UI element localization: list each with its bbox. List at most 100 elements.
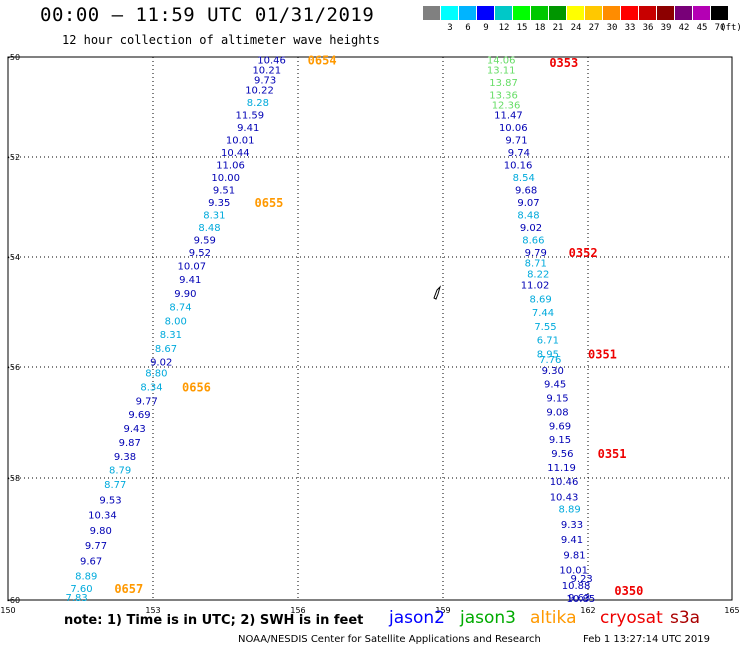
- wave-height-label: 7.44: [532, 308, 554, 319]
- wave-height-label: 8.00: [165, 316, 187, 327]
- page-title: 00:00 – 11:59 UTC 01/31/2019: [40, 4, 375, 26]
- wave-height-label: 9.73: [254, 76, 276, 87]
- page-subtitle: 12 hour collection of altimeter wave hei…: [62, 33, 380, 47]
- legend-swatch: [693, 6, 710, 20]
- legend-swatch: [459, 6, 476, 20]
- plot-frame: [7, 56, 733, 601]
- legend-label: 3: [447, 23, 453, 33]
- legend-swatch: [477, 6, 494, 20]
- legend-label: 6: [465, 23, 471, 33]
- wave-height-label: 10.44: [221, 148, 250, 159]
- wave-height-label: 11.06: [216, 161, 245, 172]
- wave-height-label: 10.22: [245, 86, 274, 97]
- wave-height-label: 9.23: [571, 574, 593, 585]
- x-tick-label: 153: [145, 606, 160, 615]
- legend-label: 42: [678, 23, 690, 33]
- wave-height-label: 11.59: [236, 111, 265, 122]
- wave-height-label: 10.06: [499, 123, 528, 134]
- wave-height-label: 10.07: [178, 261, 207, 272]
- wave-height-label: 9.71: [505, 136, 527, 147]
- legend-label: 36: [642, 23, 654, 33]
- legend-label: 33: [624, 23, 636, 33]
- wave-height-label: 9.63: [568, 593, 590, 604]
- wave-height-label: 8.67: [155, 344, 177, 355]
- wave-height-label: 10.16: [504, 161, 533, 172]
- wave-height-label: 9.74: [508, 148, 530, 159]
- wave-height-label: 11.47: [494, 111, 523, 122]
- legend-swatch: [657, 6, 674, 20]
- footer-note: note: 1) Time is in UTC; 2) SWH is in fe…: [64, 613, 364, 628]
- wave-height-label: 8.74: [169, 303, 191, 314]
- wave-height-label: 9.07: [517, 198, 539, 209]
- wave-height-label: 9.87: [119, 438, 141, 449]
- pass-time-label: 0657: [114, 582, 143, 596]
- wave-height-label: 9.02: [520, 223, 542, 234]
- wave-height-label: 10.00: [211, 173, 240, 184]
- y-tick-label: -54: [7, 253, 20, 262]
- legend-label: 12: [498, 23, 510, 33]
- wave-height-label: 6.71: [537, 336, 559, 347]
- wave-height-label: 10.85: [567, 594, 596, 605]
- wave-height-label: 8.80: [145, 369, 167, 380]
- satellite-label-altika: altika: [530, 608, 577, 628]
- legend-swatch: [621, 6, 638, 20]
- wave-height-label: 8.77: [104, 480, 126, 491]
- wave-height-label: 9.80: [90, 526, 112, 537]
- pass-time-label: 0352: [569, 246, 598, 260]
- pass-time-label: 0654: [308, 54, 337, 68]
- pass-time-label: 0656: [182, 380, 211, 394]
- wave-height-label: 14.06: [487, 56, 516, 67]
- y-tick-label: -50: [7, 53, 20, 62]
- wave-height-label: 9.38: [114, 452, 136, 463]
- wave-height-label: 8.95: [537, 349, 559, 360]
- wave-height-label: 13.11: [487, 66, 516, 77]
- wave-height-label: 9.45: [544, 380, 566, 391]
- pass-time-label: 0655: [255, 196, 284, 210]
- wave-height-label: 8.79: [109, 466, 131, 477]
- wave-height-label: 8.31: [203, 211, 225, 222]
- wave-height-label: 9.59: [194, 236, 216, 247]
- y-tick-label: -52: [7, 153, 20, 162]
- satellite-label-s3a: s3a: [670, 608, 701, 628]
- pass-time-label: 0350: [614, 584, 643, 598]
- wave-height-label: 10.46: [550, 477, 579, 488]
- pass-time-label: 0353: [549, 56, 578, 70]
- wave-height-label: 9.08: [546, 407, 568, 418]
- wave-height-label: 9.41: [179, 275, 201, 286]
- legend-swatch: [495, 6, 512, 20]
- legend-label: 21: [552, 23, 564, 33]
- wave-height-label: 8.71: [525, 259, 547, 270]
- wave-height-label: 8.54: [513, 173, 535, 184]
- legend-swatch: [639, 6, 656, 20]
- wave-height-label: 8.66: [522, 236, 544, 247]
- wave-height-label: 12.36: [492, 101, 521, 112]
- wave-height-label: 8.31: [160, 330, 182, 341]
- legend-label: 45: [696, 23, 708, 33]
- wave-height-label: 8.34: [140, 382, 162, 393]
- wave-height-label: 8.69: [529, 294, 551, 305]
- wave-height-label: 9.02: [150, 358, 172, 369]
- wave-height-label: 9.56: [551, 449, 573, 460]
- pass-time-label: 0351: [598, 447, 627, 461]
- wave-height-label: 7.55: [534, 322, 556, 333]
- wave-height-label: 9.81: [563, 550, 585, 561]
- wave-height-label: 9.41: [237, 123, 259, 134]
- legend-label: 24: [570, 23, 582, 33]
- wave-height-label: 9.53: [99, 495, 121, 506]
- wave-height-label: 9.15: [549, 435, 571, 446]
- wave-height-label: 7.60: [70, 584, 92, 595]
- wave-height-label: 8.22: [527, 270, 549, 281]
- legend-label: 15: [516, 23, 528, 33]
- wave-height-label: 8.89: [75, 572, 97, 583]
- legend-swatch: [711, 6, 728, 20]
- x-tick-label: 150: [0, 606, 15, 615]
- wave-height-label: 8.28: [247, 98, 269, 109]
- legend-swatch: [513, 6, 530, 20]
- wave-height-label: 10.21: [252, 66, 281, 77]
- satellite-label-jason2: jason2: [389, 608, 445, 628]
- wave-height-label: 9.68: [515, 186, 537, 197]
- wave-height-label: 7.83: [65, 593, 87, 604]
- satellite-label-jason3: jason3: [460, 608, 516, 628]
- wave-height-label: 13.36: [489, 91, 518, 102]
